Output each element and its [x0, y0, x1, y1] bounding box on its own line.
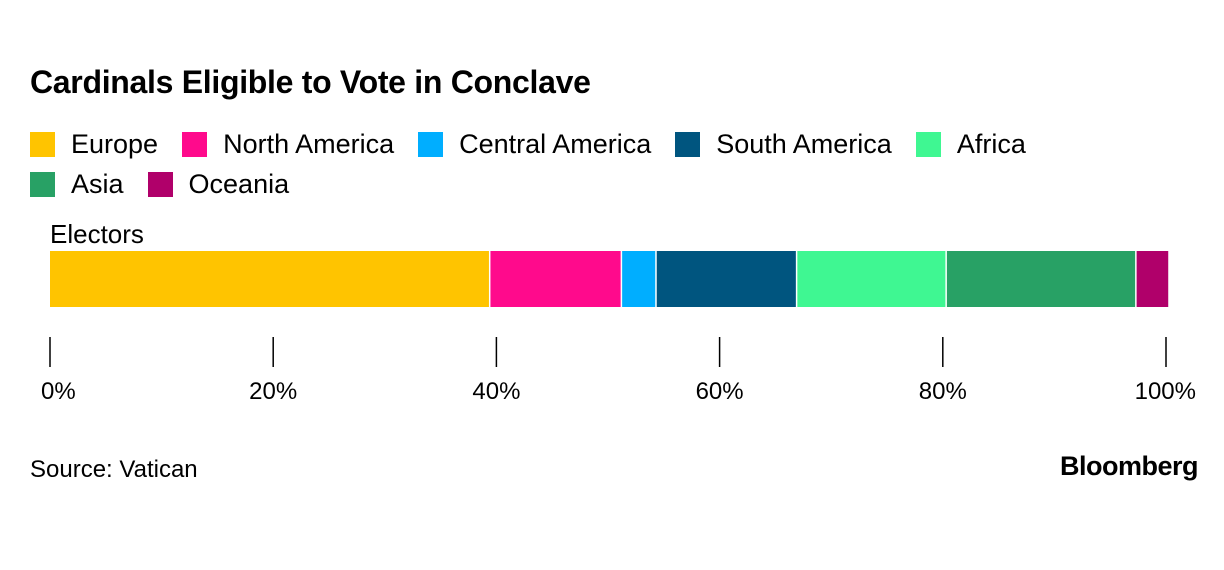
chart-title: Cardinals Eligible to Vote in Conclave [30, 64, 591, 100]
bloomberg-logo: Bloomberg [1059, 451, 1199, 481]
x-tick-label: 20% [249, 378, 297, 405]
legend-swatch-africa [915, 131, 941, 157]
legend-swatch-central-america [418, 131, 444, 157]
legend-swatch-asia [30, 171, 55, 197]
bar-segment-north-america [489, 251, 622, 307]
bar-segment-africa [796, 251, 947, 307]
legend-label-central-america: Central America [459, 128, 652, 159]
legend-label-africa: Africa [956, 128, 1026, 159]
legend-label-north-america: North America [223, 128, 395, 159]
legend-item-central-america: Central America [418, 129, 651, 160]
legend-label-europe: Europe [71, 128, 159, 159]
bar-segment-south-america [655, 251, 797, 307]
x-tick-label: 100% [1135, 378, 1196, 405]
legend-item-europe: Europe [30, 129, 158, 160]
legend-item-north-america: North America [182, 129, 394, 160]
legend-swatch-europe [30, 131, 55, 157]
bar-segment-asia [946, 251, 1136, 307]
x-tick-label: 80% [919, 378, 967, 405]
bar-category-label: Electors [50, 219, 144, 249]
x-tick-label: 40% [472, 378, 520, 405]
legend-item-oceania: Oceania [147, 168, 290, 200]
legend-swatch-oceania [147, 171, 173, 197]
x-tick-label: 0% [41, 378, 76, 405]
legend: Europe North America Central America Sou… [30, 124, 1200, 204]
legend-item-asia: Asia [30, 169, 124, 200]
x-tick-label: 60% [696, 378, 744, 405]
legend-swatch-north-america [182, 131, 208, 157]
bar-segment-oceania [1135, 251, 1169, 307]
bar-segment-europe [50, 251, 490, 307]
legend-label-south-america: South America [716, 128, 892, 159]
legend-swatch-south-america [675, 131, 701, 157]
legend-item-africa: Africa [915, 128, 1026, 160]
legend-row-1: Europe North America Central America Sou… [30, 124, 1200, 164]
legend-label-asia: Asia [71, 168, 124, 199]
bar-segment-central-america [621, 251, 656, 307]
legend-item-south-america: South America [675, 129, 892, 160]
legend-row-2: Asia Oceania [30, 164, 1200, 204]
source-note: Source: Vatican [30, 456, 198, 483]
legend-label-oceania: Oceania [188, 168, 290, 199]
